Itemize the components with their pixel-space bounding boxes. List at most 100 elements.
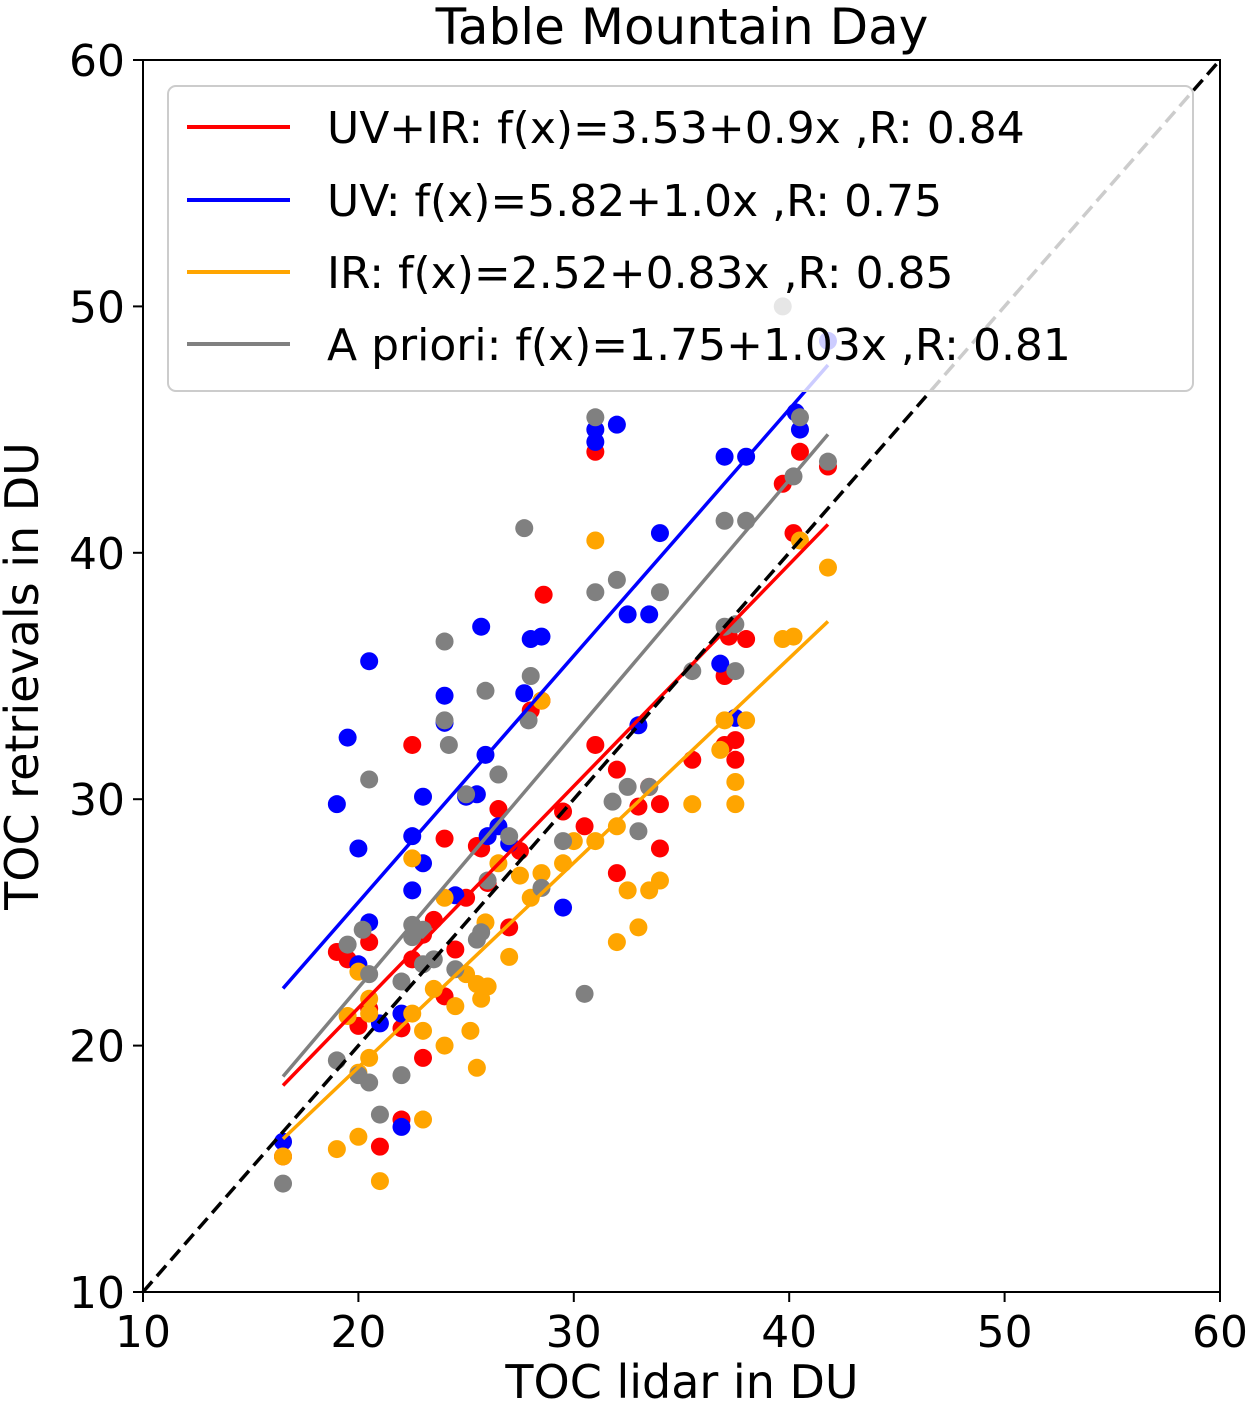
- a-priori-point: [435, 711, 454, 730]
- a-priori-point: [338, 935, 357, 954]
- a-priori-point: [650, 583, 669, 602]
- ir-point: [607, 933, 626, 952]
- ir-point: [274, 1147, 293, 1166]
- a-priori-point: [790, 408, 809, 427]
- uv-point: [414, 787, 433, 806]
- a-priori-point: [446, 960, 465, 979]
- uv-point: [472, 617, 491, 636]
- a-priori-point: [519, 711, 538, 730]
- uv-point: [327, 795, 346, 814]
- legend-label-ir: IR: f(x)=2.52+0.83x ,R: 0.85: [327, 248, 954, 299]
- ir-point: [414, 1021, 433, 1040]
- uv-point: [360, 652, 379, 671]
- ir-point: [446, 997, 465, 1016]
- a-priori-point: [521, 667, 540, 685]
- a-priori-point: [370, 1105, 389, 1124]
- ir-point: [629, 918, 648, 937]
- a-priori-fit-line: [281, 433, 830, 1078]
- uv-ir-point: [726, 731, 745, 750]
- uv-ir-point: [650, 795, 669, 814]
- uv-point: [554, 898, 573, 917]
- a-priori-point: [472, 923, 491, 942]
- chart-title: Table Mountain Day: [435, 0, 929, 56]
- a-priori-point: [500, 827, 519, 846]
- legend-label-a-priori: A priori: f(x)=1.75+1.03x ,R: 0.81: [327, 320, 1071, 371]
- uv-ir-point: [534, 585, 553, 604]
- y-tick-label: 10: [69, 1268, 125, 1319]
- uv-fit-line: [281, 363, 830, 990]
- uv-ir-point: [435, 829, 454, 848]
- uv-point: [435, 686, 454, 705]
- uv-ir-point: [607, 864, 626, 883]
- plot-frame: [142, 59, 1221, 1293]
- ir-point: [737, 711, 756, 730]
- ir-point: [726, 772, 745, 791]
- legend-label-uv-ir: UV+IR: f(x)=3.53+0.9x ,R: 0.84: [327, 103, 1025, 154]
- y-tick-label: 40: [69, 529, 125, 580]
- uv-point: [586, 420, 605, 439]
- a-priori-point: [360, 1073, 379, 1092]
- uv-ir-point: [607, 760, 626, 779]
- uv-ir-point: [790, 442, 809, 461]
- ir-point: [618, 881, 637, 900]
- uv-ir-point: [650, 839, 669, 858]
- y-tick-label: 20: [69, 1022, 125, 1073]
- ir-point: [607, 817, 626, 836]
- a-priori-point: [554, 832, 573, 851]
- a-priori-point: [478, 871, 497, 890]
- uv-point: [715, 447, 734, 466]
- ir-point: [478, 977, 497, 996]
- x-tick-label: 60: [1192, 1307, 1248, 1358]
- a-priori-point: [515, 519, 534, 538]
- a-priori-point: [353, 920, 372, 939]
- uv-point: [650, 524, 669, 543]
- uv-ir-point: [586, 735, 605, 754]
- a-priori-point: [818, 452, 837, 471]
- a-priori-point: [360, 770, 379, 789]
- a-priori-point: [586, 583, 605, 602]
- y-tick-label: 30: [69, 775, 125, 826]
- uv-point: [349, 839, 368, 858]
- uv-point: [790, 420, 809, 439]
- uv-ir-point: [414, 1048, 433, 1067]
- legend: UV+IR: f(x)=3.53+0.9x ,R: 0.84 UV: f(x)=…: [167, 85, 1194, 392]
- ir-point: [500, 947, 519, 966]
- x-tick-label: 20: [330, 1307, 386, 1358]
- x-tick-label: 10: [115, 1307, 171, 1358]
- ir-point: [435, 1036, 454, 1055]
- a-priori-point: [629, 822, 648, 841]
- uv-ir-point: [489, 800, 508, 819]
- uv-ir-point: [737, 630, 756, 649]
- a-priori-point: [476, 681, 495, 700]
- uv-ir-point: [629, 797, 648, 816]
- uv-ir-fit-line: [281, 523, 830, 1087]
- uv-point: [711, 654, 730, 673]
- a-priori-point: [586, 408, 605, 427]
- x-tick-label: 30: [546, 1307, 602, 1358]
- a-priori-point: [532, 878, 551, 897]
- uv-point: [515, 684, 534, 703]
- axes-layer: 10 20 30 40 50 60 10 20 30 40 50 60: [69, 36, 1248, 1358]
- uv-ir-point: [726, 750, 745, 769]
- ir-point: [403, 849, 422, 868]
- uv-point: [607, 415, 626, 434]
- y-axis-label: TOC retrievals in DU: [0, 442, 49, 911]
- uv-ir-point: [575, 817, 594, 836]
- a-priori-point: [392, 972, 411, 991]
- ir-point: [554, 854, 573, 873]
- uv-point: [403, 881, 422, 900]
- ir-point: [349, 1127, 368, 1146]
- uv-point: [403, 827, 422, 846]
- y-tick-label: 60: [69, 36, 125, 87]
- ir-fit-line: [281, 620, 830, 1141]
- legend-frame: [167, 85, 1194, 392]
- x-tick-label: 40: [761, 1307, 817, 1358]
- ir-point: [532, 864, 551, 883]
- a-priori-point: [726, 662, 745, 681]
- uv-point: [640, 605, 659, 624]
- a-priori-point: [439, 735, 458, 754]
- ir-point: [461, 1021, 480, 1040]
- a-priori-point: [489, 765, 508, 784]
- uv-ir-point: [370, 1137, 389, 1156]
